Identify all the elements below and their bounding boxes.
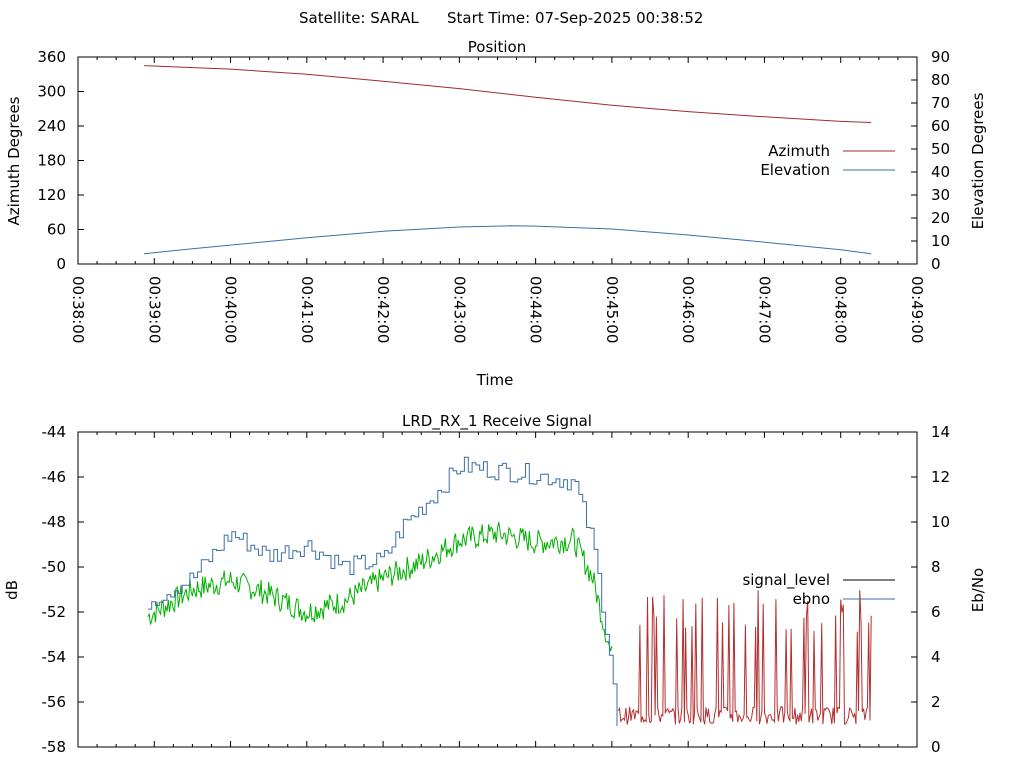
position-xtick-label: 00:40:00 bbox=[222, 276, 240, 343]
elevation-line bbox=[144, 225, 872, 255]
signal-trace-green bbox=[147, 521, 613, 652]
position-xtick-label: 00:38:00 bbox=[69, 276, 87, 343]
position-xtick-label: 00:43:00 bbox=[450, 276, 468, 343]
receive-ytick-label: -50 bbox=[42, 558, 67, 576]
signal-level-line bbox=[617, 590, 872, 725]
receive-signal-chart: LRD_RX_1 Receive Signal -58 -56 -54 -52 -50 -… bbox=[3, 412, 987, 756]
position-xtick-label: 00:46:00 bbox=[679, 276, 697, 343]
receive-ytick-label: -58 bbox=[42, 738, 67, 756]
position-ytick-label: 240 bbox=[37, 117, 66, 135]
position-ytick-label: 300 bbox=[37, 83, 66, 101]
receive-chart-title: LRD_RX_1 Receive Signal bbox=[402, 412, 592, 431]
receive-ytick-label: -44 bbox=[42, 423, 67, 441]
position-y2tick-label: 90 bbox=[931, 48, 950, 66]
legend-azimuth-label: Azimuth bbox=[768, 142, 830, 160]
position-xtick-label: 00:48:00 bbox=[832, 276, 850, 343]
position-y2tick-label: 0 bbox=[931, 255, 941, 273]
position-xtick-label: 00:49:00 bbox=[908, 276, 926, 343]
position-xtick-label: 00:44:00 bbox=[527, 276, 545, 343]
receive-ytick-label: -56 bbox=[42, 693, 67, 711]
position-xtick-label: 00:39:00 bbox=[145, 276, 163, 343]
position-y2tick-label: 60 bbox=[931, 117, 950, 135]
start-time-label: Start Time: 07-Sep-2025 00:38:52 bbox=[447, 9, 703, 27]
position-xtick-label: 00:45:00 bbox=[603, 276, 621, 343]
receive-y2label: Eb/No bbox=[969, 568, 987, 612]
position-y2tick-label: 30 bbox=[931, 186, 950, 204]
position-y2label: Elevation Degrees bbox=[969, 92, 987, 229]
legend-ebno-label: ebno bbox=[793, 590, 830, 608]
receive-y2tick-label: 2 bbox=[931, 693, 941, 711]
receive-ytick-label: -52 bbox=[42, 603, 67, 621]
receive-ytick-label: -54 bbox=[42, 648, 67, 666]
position-y2tick-label: 40 bbox=[931, 163, 950, 181]
position-ylabel: Azimuth Degrees bbox=[5, 96, 23, 225]
azimuth-line bbox=[144, 65, 872, 123]
position-xlabel: Time bbox=[476, 371, 514, 389]
position-xtick-label: 00:41:00 bbox=[298, 276, 316, 343]
position-y2tick-label: 80 bbox=[931, 71, 950, 89]
position-ytick-label: 0 bbox=[56, 255, 66, 273]
receive-ytick-label: -46 bbox=[42, 468, 67, 486]
position-y2tick-label: 10 bbox=[931, 232, 950, 250]
receive-y2tick-label: 8 bbox=[931, 558, 941, 576]
legend-elevation-label: Elevation bbox=[760, 161, 830, 179]
position-ytick-label: 120 bbox=[37, 186, 66, 204]
ebno-line bbox=[147, 456, 618, 726]
position-y2tick-label: 70 bbox=[931, 94, 950, 112]
position-ytick-label: 180 bbox=[37, 152, 66, 170]
legend-signal-level-label: signal_level bbox=[742, 571, 830, 590]
receive-ylabel: dB bbox=[3, 580, 21, 600]
receive-ytick-label: -48 bbox=[42, 513, 67, 531]
receive-y2tick-label: 0 bbox=[931, 738, 941, 756]
position-y2tick-label: 50 bbox=[931, 140, 950, 158]
receive-y2tick-label: 4 bbox=[931, 648, 941, 666]
receive-y2tick-label: 12 bbox=[931, 468, 950, 486]
position-xtick-label: 00:47:00 bbox=[755, 276, 773, 343]
satellite-label: Satellite: SARAL bbox=[299, 9, 419, 27]
position-ytick-label: 60 bbox=[47, 221, 66, 239]
position-chart: Position 00:38:00 00:39:00 00:40:00 00:41:0… bbox=[5, 38, 987, 389]
position-y2tick-label: 20 bbox=[931, 209, 950, 227]
receive-y2tick-label: 14 bbox=[931, 423, 950, 441]
receive-y2tick-label: 10 bbox=[931, 513, 950, 531]
receive-y2tick-label: 6 bbox=[931, 603, 941, 621]
position-ytick-label: 360 bbox=[37, 48, 66, 66]
position-chart-title: Position bbox=[468, 38, 526, 56]
position-xtick-label: 00:42:00 bbox=[374, 276, 392, 343]
